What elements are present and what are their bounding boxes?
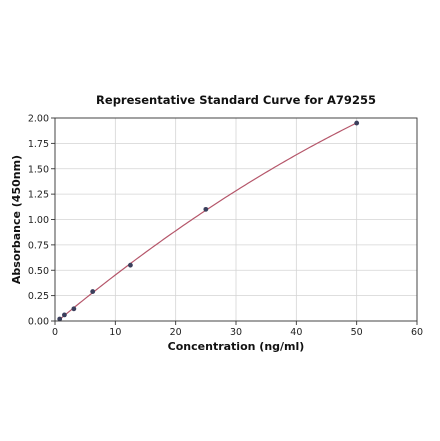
x-tick-label: 10	[109, 327, 121, 338]
data-point	[203, 206, 209, 212]
fit-curve	[59, 122, 357, 320]
x-tick-label: 40	[290, 327, 302, 338]
y-tick-label: 0.25	[28, 291, 49, 302]
data-point	[62, 312, 67, 318]
x-tick-label: 60	[411, 327, 423, 338]
y-tick-label: 0.75	[28, 240, 49, 251]
y-tick-label: 1.00	[28, 215, 49, 226]
chart-title: Representative Standard Curve for A79255	[96, 93, 376, 107]
fit-curve-layer	[59, 122, 357, 320]
data-point	[71, 306, 77, 312]
y-tick-label: 2.00	[28, 114, 49, 125]
y-tick-label: 1.50	[28, 164, 49, 175]
data-points	[57, 120, 360, 322]
x-tick-label: 0	[52, 327, 58, 338]
y-axis-label: Absorbance (450nm)	[10, 155, 23, 284]
y-tick-label: 1.25	[28, 190, 49, 201]
y-tick-label: 1.75	[28, 139, 49, 150]
y-tick-label: 0.50	[28, 266, 49, 277]
axis-ticks: 0 10 20 30 40 50 60 0.00 0.25 0.50 0.75 1.00 1.25 1.5…	[28, 114, 423, 339]
x-tick-label: 20	[170, 327, 182, 338]
data-point	[90, 289, 96, 294]
grid-lines	[54, 117, 418, 322]
x-tick-label: 30	[230, 327, 242, 338]
data-point	[128, 262, 133, 268]
x-tick-label: 50	[351, 327, 363, 338]
data-point	[57, 316, 63, 322]
x-axis-label: Concentration (ng/ml)	[168, 340, 305, 353]
data-point	[354, 120, 360, 126]
y-tick-label: 0.00	[28, 317, 49, 328]
